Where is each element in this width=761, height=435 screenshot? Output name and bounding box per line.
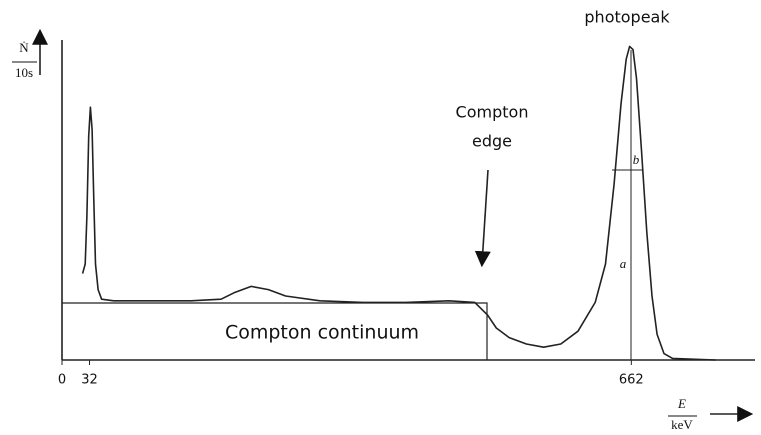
x-tick-label: 32 <box>81 373 98 388</box>
photopeak-label: photopeak <box>584 8 670 27</box>
y-label-den: 10s <box>15 65 33 80</box>
edge-arrow <box>474 169 491 268</box>
y-label-num: Ṅ <box>19 40 29 55</box>
x-tick-label: 0 <box>58 373 66 388</box>
edge-label: edge <box>472 132 512 151</box>
edge-label: Compton <box>456 103 529 122</box>
x-label-num: E <box>677 396 686 411</box>
continuum-step <box>62 302 488 360</box>
continuum-label: Compton continuum <box>225 322 419 344</box>
x-tick-label: 662 <box>619 373 644 388</box>
spectrum-line <box>81 45 716 361</box>
a-label: a <box>620 256 627 271</box>
x-label-den: keV <box>671 417 693 432</box>
b-label: b <box>633 152 640 167</box>
